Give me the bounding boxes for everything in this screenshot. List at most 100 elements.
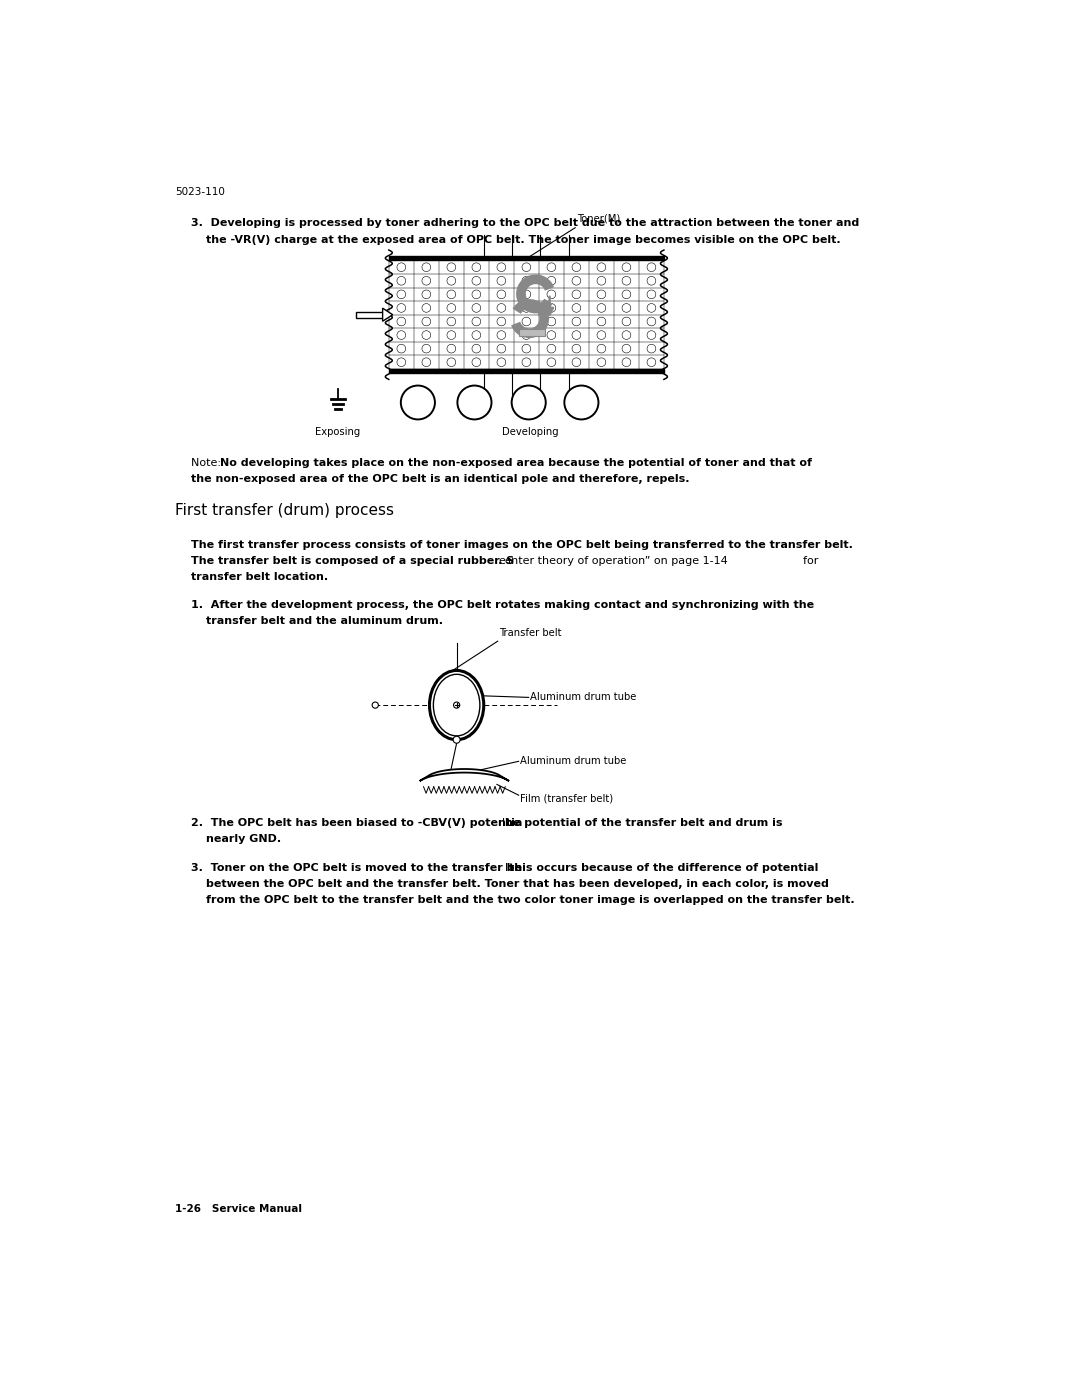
- Circle shape: [497, 344, 505, 353]
- Circle shape: [472, 277, 481, 285]
- Circle shape: [546, 263, 556, 271]
- Text: Film (transfer belt): Film (transfer belt): [521, 793, 613, 803]
- Bar: [389, 256, 664, 260]
- Text: 5023-110: 5023-110: [175, 187, 225, 197]
- Circle shape: [597, 358, 606, 366]
- Circle shape: [647, 344, 656, 353]
- Circle shape: [447, 358, 456, 366]
- Circle shape: [546, 358, 556, 366]
- Circle shape: [522, 358, 530, 366]
- Circle shape: [522, 263, 530, 271]
- Circle shape: [522, 344, 530, 353]
- Circle shape: [622, 358, 631, 366]
- Text: 3.  Toner on the OPC belt is moved to the transfer be: 3. Toner on the OPC belt is moved to the…: [191, 863, 522, 873]
- Circle shape: [397, 331, 406, 339]
- Text: Transfer belt: Transfer belt: [499, 629, 562, 638]
- Text: 3.  Developing is processed by toner adhering to the OPC belt due to the attract: 3. Developing is processed by toner adhe…: [191, 218, 859, 228]
- Circle shape: [447, 291, 456, 299]
- Circle shape: [472, 303, 481, 313]
- Circle shape: [597, 331, 606, 339]
- Circle shape: [622, 291, 631, 299]
- Text: C: C: [414, 395, 422, 409]
- Bar: [519, 328, 545, 337]
- Text: inter theory of operation” on page 1-14: inter theory of operation” on page 1-14: [508, 556, 728, 566]
- Circle shape: [397, 358, 406, 366]
- Text: ee: ee: [499, 556, 513, 566]
- Circle shape: [522, 277, 530, 285]
- Circle shape: [497, 263, 505, 271]
- Circle shape: [422, 358, 431, 366]
- Circle shape: [597, 263, 606, 271]
- Circle shape: [458, 386, 491, 419]
- Circle shape: [422, 263, 431, 271]
- Text: transfer belt location.: transfer belt location.: [191, 571, 328, 583]
- Circle shape: [572, 263, 581, 271]
- Text: Y: Y: [525, 395, 532, 409]
- Circle shape: [647, 331, 656, 339]
- Circle shape: [512, 386, 545, 419]
- Text: Note:: Note:: [191, 458, 228, 468]
- Bar: [389, 369, 664, 373]
- Circle shape: [597, 277, 606, 285]
- Text: he potential of the transfer belt and drum is: he potential of the transfer belt and dr…: [505, 819, 783, 828]
- Circle shape: [572, 344, 581, 353]
- Text: transfer belt and the aluminum drum.: transfer belt and the aluminum drum.: [206, 616, 443, 626]
- Circle shape: [472, 291, 481, 299]
- Circle shape: [472, 263, 481, 271]
- Circle shape: [422, 303, 431, 313]
- Text: between the OPC belt and the transfer belt. Toner that has been developed, in ea: between the OPC belt and the transfer be…: [206, 879, 829, 888]
- Circle shape: [647, 358, 656, 366]
- Text: The first transfer process consists of toner images on the OPC belt being transf: The first transfer process consists of t…: [191, 539, 853, 549]
- Circle shape: [647, 291, 656, 299]
- Circle shape: [422, 277, 431, 285]
- Circle shape: [422, 317, 431, 326]
- Circle shape: [447, 344, 456, 353]
- Text: the -VR(V) charge at the exposed area of OPC belt. The toner image becomes visib: the -VR(V) charge at the exposed area of…: [206, 235, 841, 244]
- Circle shape: [622, 277, 631, 285]
- Text: this occurs because of the difference of potential: this occurs because of the difference of…: [509, 863, 819, 873]
- Circle shape: [497, 277, 505, 285]
- Circle shape: [622, 317, 631, 326]
- Circle shape: [447, 317, 456, 326]
- Circle shape: [397, 344, 406, 353]
- Circle shape: [647, 303, 656, 313]
- Circle shape: [373, 703, 378, 708]
- Text: Aluminum drum tube: Aluminum drum tube: [530, 693, 636, 703]
- Ellipse shape: [433, 675, 480, 736]
- Text: nearly GND.: nearly GND.: [206, 834, 282, 844]
- Circle shape: [572, 277, 581, 285]
- Circle shape: [546, 331, 556, 339]
- Circle shape: [622, 303, 631, 313]
- Circle shape: [647, 277, 656, 285]
- Text: First transfer (drum) process: First transfer (drum) process: [175, 503, 394, 518]
- Circle shape: [422, 344, 431, 353]
- Text: 1-26   Service Manual: 1-26 Service Manual: [175, 1204, 302, 1214]
- Circle shape: [497, 331, 505, 339]
- Circle shape: [397, 263, 406, 271]
- Text: Exposing: Exposing: [315, 427, 361, 437]
- Circle shape: [522, 303, 530, 313]
- Circle shape: [422, 291, 431, 299]
- Circle shape: [622, 344, 631, 353]
- Circle shape: [546, 344, 556, 353]
- Circle shape: [447, 263, 456, 271]
- Text: l: l: [502, 819, 505, 828]
- Circle shape: [597, 291, 606, 299]
- Circle shape: [401, 386, 435, 419]
- Ellipse shape: [430, 671, 484, 740]
- Circle shape: [622, 331, 631, 339]
- Text: for: for: [789, 556, 819, 566]
- Text: 2.  The OPC belt has been biased to -CBV(V) potentia: 2. The OPC belt has been biased to -CBV(…: [191, 819, 522, 828]
- Circle shape: [497, 303, 505, 313]
- Text: 1.  After the development process, the OPC belt rotates making contact and synch: 1. After the development process, the OP…: [191, 599, 814, 609]
- Circle shape: [647, 263, 656, 271]
- Circle shape: [546, 277, 556, 285]
- Circle shape: [472, 317, 481, 326]
- Circle shape: [572, 303, 581, 313]
- Circle shape: [597, 303, 606, 313]
- Circle shape: [572, 331, 581, 339]
- Circle shape: [497, 358, 505, 366]
- Circle shape: [454, 736, 460, 743]
- Circle shape: [546, 303, 556, 313]
- Circle shape: [472, 358, 481, 366]
